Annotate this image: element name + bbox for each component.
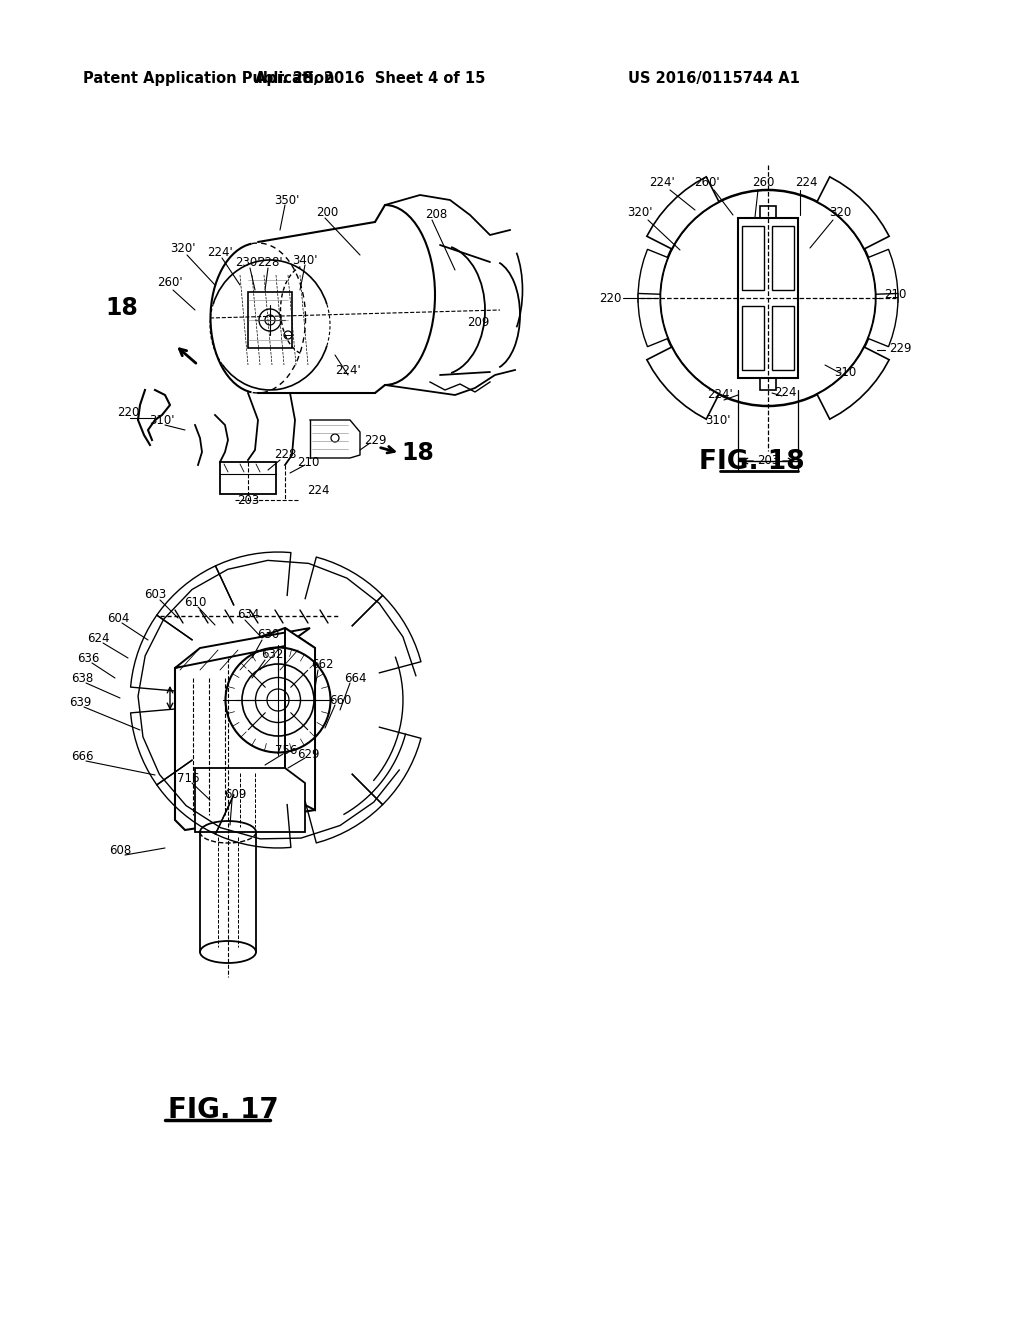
Text: 208: 208 <box>425 209 447 222</box>
Text: 320': 320' <box>628 206 652 219</box>
Text: 228: 228 <box>273 449 296 462</box>
Text: 224': 224' <box>708 388 733 401</box>
Text: 229: 229 <box>364 433 386 446</box>
Text: 209: 209 <box>467 315 489 329</box>
Text: 662: 662 <box>310 659 333 672</box>
Text: 224: 224 <box>307 483 330 496</box>
Text: US 2016/0115744 A1: US 2016/0115744 A1 <box>628 70 800 86</box>
Text: 210: 210 <box>297 455 319 469</box>
Text: 18: 18 <box>401 441 434 465</box>
Polygon shape <box>175 628 310 668</box>
Text: 220: 220 <box>599 292 622 305</box>
Text: 340': 340' <box>292 253 317 267</box>
Text: 603: 603 <box>144 589 166 602</box>
Text: 260': 260' <box>694 177 720 190</box>
Text: 320: 320 <box>828 206 851 219</box>
Polygon shape <box>195 768 305 832</box>
Text: 224: 224 <box>774 385 797 399</box>
Text: 630: 630 <box>257 628 280 642</box>
Text: 18: 18 <box>105 296 138 319</box>
Polygon shape <box>817 347 889 420</box>
Polygon shape <box>868 293 898 347</box>
Polygon shape <box>638 249 668 302</box>
Text: 604: 604 <box>106 611 129 624</box>
Text: 756: 756 <box>274 743 297 756</box>
Text: 310': 310' <box>150 413 175 426</box>
Text: 210: 210 <box>884 289 906 301</box>
Text: 610: 610 <box>184 595 206 609</box>
Text: FIG. 18: FIG. 18 <box>699 449 805 475</box>
Text: 350': 350' <box>274 194 300 206</box>
Text: 230': 230' <box>236 256 261 268</box>
Polygon shape <box>647 347 719 420</box>
Text: 203: 203 <box>237 494 259 507</box>
Text: 224': 224' <box>335 363 360 376</box>
Text: 260': 260' <box>158 276 183 289</box>
Text: 639: 639 <box>69 696 91 709</box>
Text: 320': 320' <box>170 242 196 255</box>
Polygon shape <box>647 177 719 249</box>
Text: 609: 609 <box>224 788 246 801</box>
Text: 310: 310 <box>834 367 856 380</box>
Text: 629: 629 <box>297 748 319 762</box>
Text: 224': 224' <box>649 177 675 190</box>
Text: 634: 634 <box>237 609 259 622</box>
Text: 664: 664 <box>344 672 367 685</box>
Text: FIG. 17: FIG. 17 <box>168 1096 279 1125</box>
Text: 632: 632 <box>261 648 284 661</box>
Polygon shape <box>638 293 668 347</box>
Polygon shape <box>868 249 898 302</box>
Text: 666: 666 <box>71 750 93 763</box>
Text: 608: 608 <box>109 843 131 857</box>
Text: 636: 636 <box>77 652 99 664</box>
Polygon shape <box>817 177 889 249</box>
Text: 200: 200 <box>315 206 338 219</box>
Polygon shape <box>285 628 315 810</box>
Text: 660: 660 <box>329 693 351 706</box>
Text: 229: 229 <box>889 342 911 355</box>
Text: 260: 260 <box>752 177 774 190</box>
Text: 224': 224' <box>207 246 232 259</box>
Text: 716: 716 <box>177 771 200 784</box>
Text: 224: 224 <box>795 177 817 190</box>
Text: 203: 203 <box>757 454 779 467</box>
Text: 220: 220 <box>117 407 139 420</box>
Text: 624: 624 <box>87 631 110 644</box>
Polygon shape <box>175 628 315 830</box>
Text: 228': 228' <box>257 256 283 268</box>
Text: Apr. 28, 2016  Sheet 4 of 15: Apr. 28, 2016 Sheet 4 of 15 <box>255 70 485 86</box>
Text: 310': 310' <box>706 413 731 426</box>
Text: 638: 638 <box>71 672 93 685</box>
Text: Patent Application Publication: Patent Application Publication <box>83 70 335 86</box>
